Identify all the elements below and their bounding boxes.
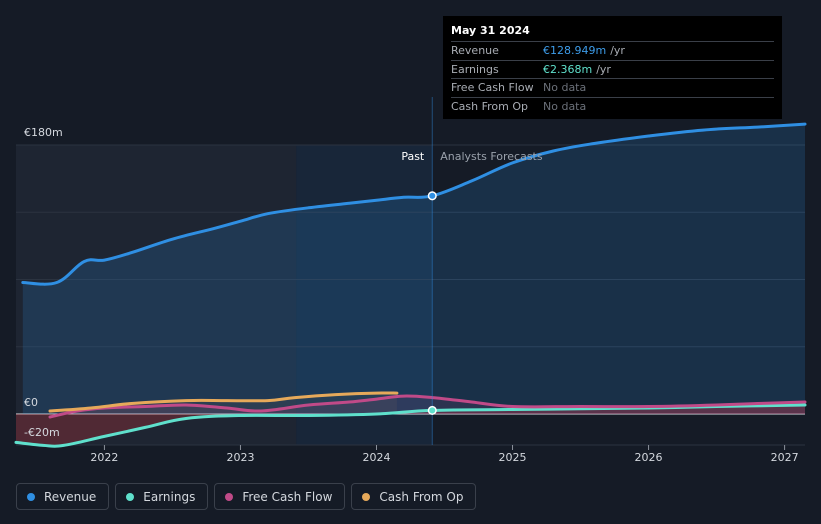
tooltip-row-cash-from-op: Cash From Op No data (451, 96, 774, 116)
y-axis-zero-label: €0 (24, 396, 38, 409)
tooltip-row-free-cash-flow: Free Cash Flow No data (451, 78, 774, 97)
revenue-line (21, 122, 807, 286)
gridlines (16, 144, 805, 446)
revenue-area (22, 124, 806, 414)
tooltip-value: €2.368m (543, 62, 593, 76)
legend-label: Revenue (44, 489, 97, 504)
legend-label: Earnings (143, 489, 196, 504)
tooltip-date: May 31 2024 (451, 24, 530, 37)
free-cash-flow-line (48, 394, 807, 419)
tooltip-label: Cash From Op (451, 99, 529, 113)
y-axis-top-label: €180m (24, 126, 63, 139)
legend-item-revenue[interactable]: Revenue (16, 483, 110, 510)
y-axis-bottom-label: -€20m (24, 426, 60, 439)
x-axis-ticks: 2022 2023 2024 2025 2026 2027 (90, 445, 799, 464)
past-region-shade (16, 145, 297, 445)
forecast-label: Analysts Forecasts (440, 150, 543, 163)
tooltip-value: €128.949m (543, 44, 607, 57)
legend-dot-icon (126, 492, 135, 501)
tooltip-value: No data (543, 81, 587, 94)
tooltip-row-revenue: Revenue €128.949m /yr (451, 41, 774, 60)
x-tick-label: 2026 (635, 451, 663, 464)
cash-from-op-line (48, 391, 399, 413)
x-tick-label: 2022 (90, 451, 118, 464)
x-tick-label: 2025 (499, 451, 527, 464)
revenue-marker (427, 191, 437, 201)
legend-item-free-cash-flow[interactable]: Free Cash Flow (214, 483, 346, 510)
legend-dot-icon (225, 492, 234, 501)
earnings-marker (427, 405, 437, 415)
tooltip-value: No data (543, 99, 587, 113)
legend-dot-icon (27, 492, 35, 501)
x-tick-label: 2027 (771, 451, 799, 464)
legend-item-cash-from-op[interactable]: Cash From Op (351, 483, 477, 510)
past-label: Past (401, 150, 425, 163)
hover-tooltip: May 31 2024 Revenue €128.949m /yr Earnin… (443, 16, 782, 119)
x-tick-label: 2024 (362, 451, 390, 464)
legend-label: Free Cash Flow (242, 489, 333, 504)
free-cash-flow-area (50, 396, 805, 417)
legend-label: Cash From Op (379, 489, 464, 504)
legend-item-earnings[interactable]: Earnings (115, 483, 209, 510)
tooltip-unit: /yr (596, 62, 611, 76)
chart-legend: Revenue Earnings Free Cash Flow Cash Fro… (16, 483, 477, 510)
tooltip-row-earnings: Earnings €2.368m /yr (451, 59, 774, 79)
legend-dot-icon (362, 492, 371, 501)
earnings-line (14, 403, 807, 448)
series-lines (14, 122, 807, 448)
tooltip-label: Earnings (451, 62, 499, 76)
tooltip-label: Free Cash Flow (451, 81, 534, 94)
highlight-markers (427, 191, 437, 415)
x-tick-label: 2023 (226, 451, 254, 464)
tooltip-unit: /yr (610, 44, 625, 57)
tooltip-label: Revenue (451, 44, 499, 57)
cash-from-op-area (50, 392, 397, 414)
